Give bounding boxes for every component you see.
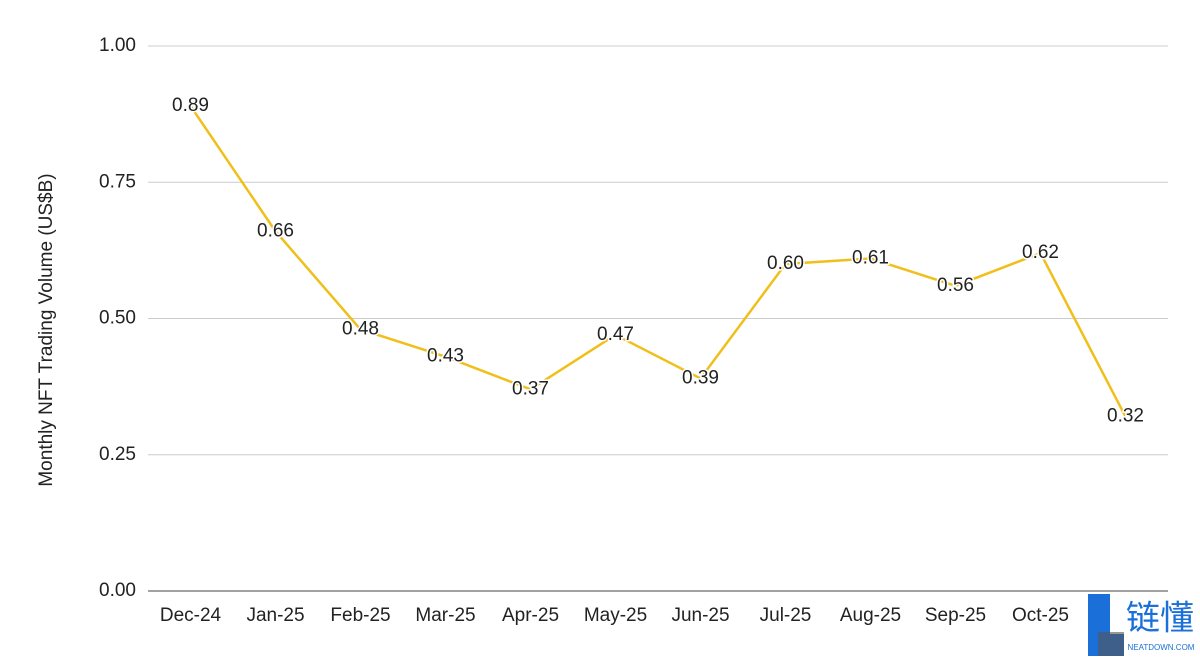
- logo: 链懂 NEATDOWN.COM: [1088, 594, 1195, 656]
- y-tick-label: 1.00: [99, 35, 136, 56]
- value-label: 0.62: [1022, 242, 1059, 263]
- x-tick-label: Jun-25: [671, 605, 729, 626]
- x-tick-label: Jul-25: [760, 605, 812, 626]
- x-tick-label: May-25: [584, 605, 647, 626]
- y-tick-label: 0.00: [99, 580, 136, 601]
- value-label: 0.39: [682, 367, 719, 388]
- y-tick-label: 0.50: [99, 308, 136, 329]
- value-label: 0.43: [427, 346, 464, 367]
- logo-shade: [1098, 632, 1124, 656]
- value-label: 0.61: [852, 248, 889, 269]
- logo-site: NEATDOWN.COM: [1128, 643, 1195, 652]
- logo-text: 链懂: [1126, 599, 1194, 639]
- y-axis-title: Monthly NFT Trading Volume (US$B): [36, 173, 57, 486]
- x-tick-label: Aug-25: [840, 605, 901, 626]
- x-tick-label: Dec-24: [160, 605, 222, 626]
- x-tick-label: Apr-25: [502, 605, 559, 626]
- x-tick-label: Feb-25: [330, 605, 390, 626]
- value-label: 0.89: [172, 95, 209, 116]
- x-tick-label: Oct-25: [1012, 605, 1069, 626]
- y-tick-label: 0.75: [99, 171, 136, 192]
- x-tick-label: Mar-25: [415, 605, 475, 626]
- value-label: 0.66: [257, 220, 294, 241]
- x-tick-label: Sep-25: [925, 605, 986, 626]
- value-label: 0.56: [937, 275, 974, 296]
- value-label: 0.32: [1107, 406, 1144, 427]
- line: [189, 105, 1127, 418]
- value-label: 0.47: [597, 324, 634, 345]
- value-label: 0.37: [512, 378, 549, 399]
- value-label: 0.60: [767, 253, 804, 274]
- value-label: 0.48: [342, 318, 379, 339]
- x-tick-label: Jan-25: [246, 605, 304, 626]
- y-tick-label: 0.25: [99, 444, 136, 465]
